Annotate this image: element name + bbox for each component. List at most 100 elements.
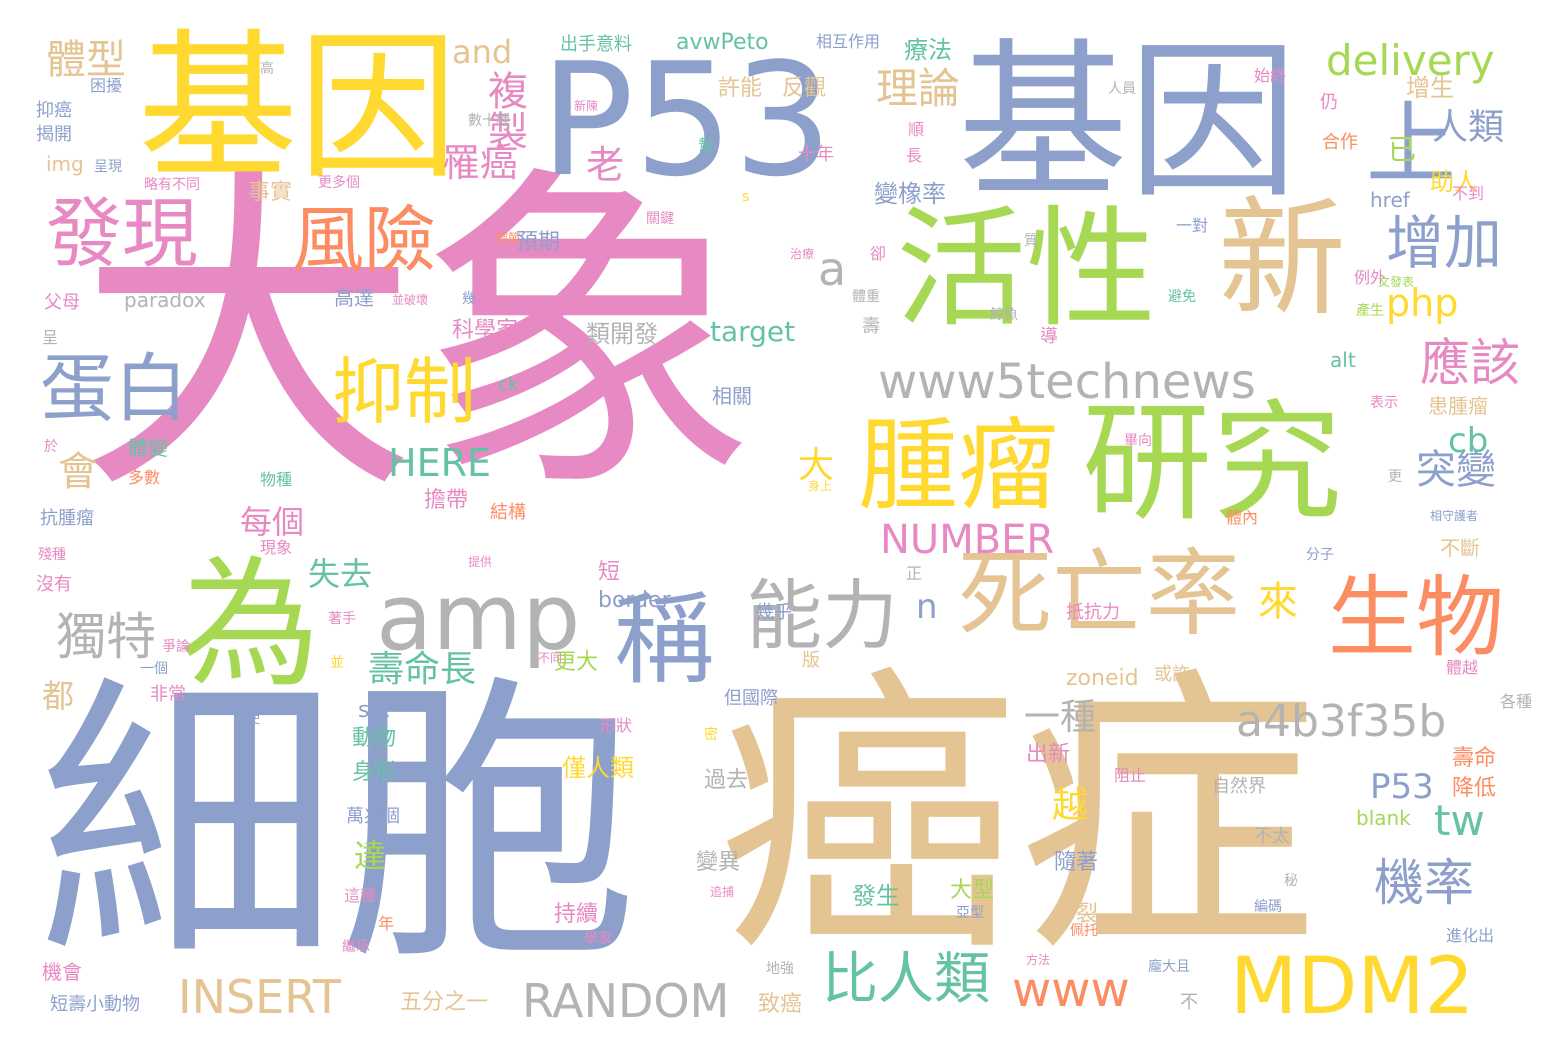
word-body-shape: 身形 xyxy=(352,760,397,785)
word-insert: INSERT xyxy=(178,970,341,1024)
word-dense: 密 xyxy=(704,727,718,743)
word-fact: 事實 xyxy=(248,180,293,205)
word-variation: 變異 xyxy=(696,850,741,875)
word-capture: 追捕 xyxy=(710,885,735,899)
word-staff: 人員 xyxy=(1108,81,1136,97)
word-proliferation: 增生 xyxy=(1406,74,1454,102)
word-weight: 體重 xyxy=(852,289,880,305)
word-inherit: 繼承 xyxy=(342,939,370,955)
word-risk: 風險 xyxy=(292,198,437,282)
word-in-body: 體內 xyxy=(1226,508,1259,527)
word-guide: 導 xyxy=(1040,326,1058,347)
word-shape: 形狀 xyxy=(600,716,633,735)
word-produce: 產生 xyxy=(1356,303,1384,319)
word-more-many: 更多個 xyxy=(318,175,360,191)
word-tumor-patient: 患腫瘤 xyxy=(1428,394,1488,418)
word-mutation: 突變 xyxy=(1416,447,1496,493)
word-one: 一個 xyxy=(140,661,168,677)
word-however: 卻 xyxy=(870,244,887,263)
word-old: 老 xyxy=(586,143,625,187)
word-present: 呈現 xyxy=(94,159,122,175)
word-one-fifth: 五分之一 xyxy=(400,990,489,1015)
word-indicate: 表示 xyxy=(1370,395,1398,411)
word-discover: 發現 xyxy=(46,189,198,278)
word-lifespan: 壽命 xyxy=(1452,746,1497,771)
word-alt: alt xyxy=(1330,348,1356,372)
word-organism: 生物 xyxy=(1328,566,1505,669)
word-encode: 編碼 xyxy=(1254,899,1282,915)
word-nature: 自然界 xyxy=(1212,776,1266,797)
word-cancer: 癌症 xyxy=(718,643,1318,992)
word-ck: ck xyxy=(498,374,519,395)
word-blank: blank xyxy=(1356,806,1411,830)
word-copy: 複製 xyxy=(481,70,527,150)
word-n: n xyxy=(916,587,938,627)
word-href: href xyxy=(1370,188,1410,212)
word-chance: 機會 xyxy=(42,960,82,984)
word-gene-yellow: 基因 xyxy=(138,14,459,201)
word-division: 分裂 xyxy=(1054,902,1099,927)
word-longevity-char: 壽 xyxy=(862,316,880,337)
word-come: 來 xyxy=(1258,579,1298,625)
word-only-humans: 僅人類 xyxy=(562,754,634,782)
word-increase: 增加 xyxy=(1386,209,1503,277)
word-lose: 失去 xyxy=(308,555,373,593)
word-species: 物種 xyxy=(260,470,293,489)
word-version: 版 xyxy=(802,650,820,671)
word-expect: 預期 xyxy=(516,230,561,255)
word-not-quite: 不太 xyxy=(1254,826,1290,847)
word-gene-blue: 基因 xyxy=(958,24,1299,222)
word-tumor-suppress: 抑癌 xyxy=(36,100,72,121)
word-anti-tumor: 抗腫瘤 xyxy=(40,508,94,529)
word-emerge: 出新 xyxy=(1026,742,1071,767)
word-protein: 蛋白 xyxy=(40,346,188,432)
word-smooth: 順 xyxy=(908,120,925,139)
word-tw: tw xyxy=(1434,796,1485,845)
word-less-than: 不到 xyxy=(1452,184,1485,203)
word-evolve: 進化出 xyxy=(1446,926,1495,945)
word-mortality: 死亡率 xyxy=(958,540,1241,649)
word-different: 不同 xyxy=(538,651,563,665)
word-each: 每個 xyxy=(240,503,305,541)
word-publish: 文發表 xyxy=(1378,275,1415,289)
word-reduce: 降低 xyxy=(1452,776,1497,801)
word-start: 著手 xyxy=(328,611,356,627)
word-dozens: 數十種 xyxy=(468,113,510,129)
word-paradox: paradox xyxy=(124,288,206,312)
word-appear: 呈 xyxy=(42,328,59,347)
word-mutation-rate: 變橡率 xyxy=(874,180,946,208)
word-longevity: 壽命長 xyxy=(368,649,477,690)
word-tumor: 腫瘤 xyxy=(858,407,1058,524)
word-scientist: 科學家 xyxy=(452,318,519,343)
word-suppress: 抑制 xyxy=(332,350,477,434)
word-perhaps: 許能 xyxy=(718,76,763,101)
word-quality: 質 xyxy=(1024,233,1038,249)
word-always: 始終 xyxy=(1254,66,1287,85)
word-p53-small: P53 xyxy=(1370,767,1434,807)
word-theory: 理論 xyxy=(876,64,961,113)
word-p53-large: P53 xyxy=(540,29,833,211)
word-php: php xyxy=(1386,281,1459,325)
word-subtype: 亞型 xyxy=(956,905,984,921)
word-cb: cb xyxy=(1448,421,1489,461)
word-destroy: 並破壞 xyxy=(392,293,429,307)
word-huge-and: 龐大且 xyxy=(1148,959,1190,975)
word-still: 仍 xyxy=(1320,92,1338,113)
word-metabolism: 新陳 xyxy=(574,99,599,113)
word-and-also: 並 xyxy=(330,655,344,671)
word-majority: 多數 xyxy=(128,468,161,487)
word-delivery: delivery xyxy=(1326,36,1495,85)
word-more: 越 xyxy=(1052,785,1089,826)
word-this-kind: 這種 xyxy=(344,886,377,905)
word-unexpected: 出手意料 xyxy=(560,34,632,55)
word-body-change: 體變 xyxy=(128,436,168,460)
word-whale: 鯨魚 xyxy=(990,307,1018,323)
word-hash: a4b3f35b xyxy=(1236,696,1447,747)
word-prevent: 阻止 xyxy=(1114,766,1147,785)
word-here: HERE xyxy=(388,441,491,485)
word-strongly: 地強 xyxy=(766,961,794,977)
word-short: 短 xyxy=(598,560,621,585)
word-img: img xyxy=(46,152,84,176)
word-than-human: 比人類 xyxy=(822,947,990,1012)
